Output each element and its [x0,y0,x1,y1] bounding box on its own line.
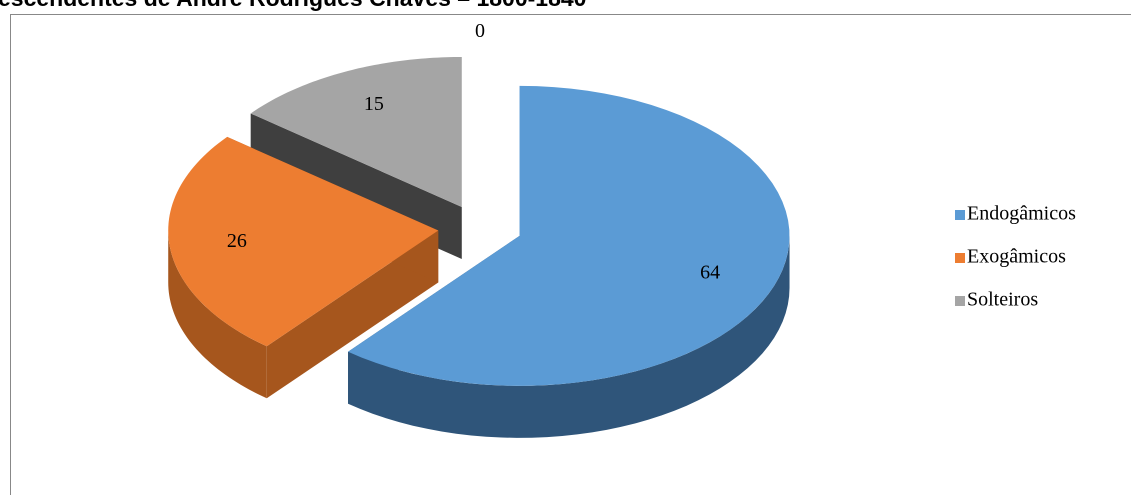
data-label: 64 [700,261,720,283]
title-bg [0,0,790,14]
slice [348,85,790,438]
legend-swatch [955,253,965,263]
data-label: 26 [227,230,247,252]
legend: Endogâmicos Exogâmicos Solteiros [955,203,1076,311]
legend-label: Endogâmicos [967,203,1076,225]
slice-side [266,230,439,399]
slice-top [348,85,790,386]
chart-title: escendentes de André Rodrigues Chaves – … [0,0,586,11]
legend-label: Solteiros [967,289,1038,311]
slice-wall [348,235,790,438]
chart-frame [10,14,1131,495]
slice [168,136,439,399]
slice-top [168,136,439,347]
legend-label: Exogâmicos [967,246,1066,268]
slice-top [250,56,462,207]
pie: 64 26 15 0 [168,20,790,438]
legend-swatch [955,296,965,306]
data-label: 15 [364,93,384,115]
legend-swatch [955,210,965,220]
slice-wall [168,230,267,399]
data-label: 0 [475,20,485,42]
